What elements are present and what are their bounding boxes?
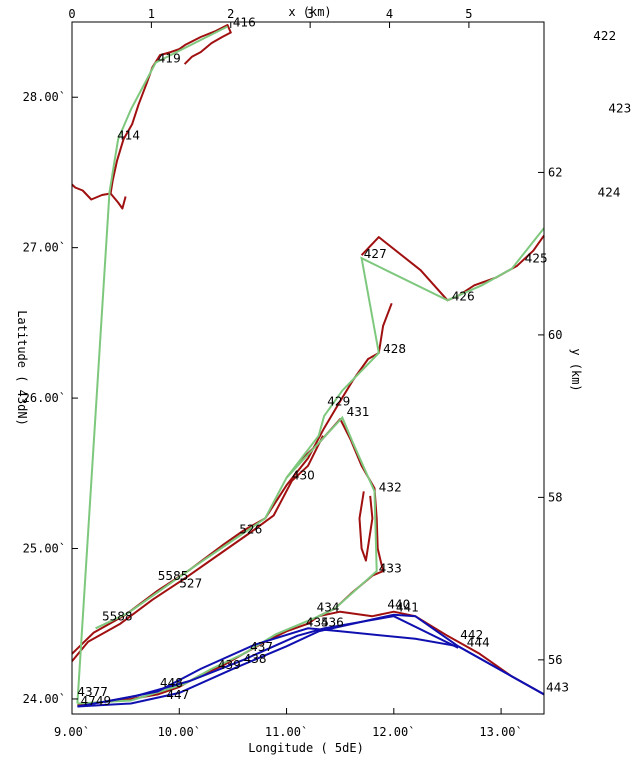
station-label-436: 436 [321, 616, 344, 630]
station-label-5585: 5585 [158, 569, 189, 583]
y-axis-label: Latitude ( 43dN) [15, 310, 29, 426]
station-label-526: 526 [239, 523, 262, 537]
station-label-430: 430 [292, 468, 315, 482]
track-line-1 [95, 227, 545, 630]
station-label-437: 437 [250, 640, 273, 654]
bottom-tick-label: 10.00` [158, 725, 201, 739]
bottom-tick-label: 12.00` [372, 725, 415, 739]
station-label-4377: 4377 [77, 685, 108, 699]
top-tick-label: 4 [386, 7, 393, 21]
station-label-428: 428 [383, 342, 406, 356]
right-axis-label: y (km) [569, 348, 583, 391]
station-label-527: 527 [179, 577, 202, 591]
station-label-422: 422 [593, 29, 616, 43]
coastline-segment-2 [360, 235, 545, 302]
top-tick-label: 0 [68, 7, 75, 21]
station-label-440: 440 [387, 598, 410, 612]
left-tick-label: 27.00` [23, 241, 66, 255]
track-layer [76, 25, 545, 708]
station-label-432: 432 [379, 480, 402, 494]
track-line-4 [77, 615, 459, 708]
track-line-5 [104, 627, 545, 703]
right-tick-label: 56 [548, 653, 562, 667]
station-label-441: 441 [396, 601, 419, 615]
coastline-segment-0 [71, 183, 127, 210]
station-label-447: 447 [166, 688, 189, 702]
station-label-429: 429 [327, 395, 350, 409]
left-tick-label: 28.00` [23, 90, 66, 104]
coastline-segment-4 [71, 435, 324, 662]
axis-layer: 9.00` 10.00` 11.00` 12.00` 13.00` 24.00` 25.00… [23, 7, 563, 739]
left-tick-label: 26.00` [23, 391, 66, 405]
station-label-433: 433 [379, 562, 402, 576]
station-label-419: 419 [158, 52, 181, 66]
bottom-tick-label: 9.00` [54, 725, 90, 739]
plot-frame [71, 21, 545, 715]
station-label-426: 426 [452, 289, 475, 303]
station-label-4749: 4749 [81, 694, 112, 708]
coastline-segment-1 [109, 24, 232, 194]
station-label-5588: 5588 [102, 610, 133, 624]
bottom-tick-label: 11.00` [265, 725, 308, 739]
station-label-423: 423 [608, 101, 631, 115]
top-tick-label: 1 [148, 7, 155, 21]
station-label-425: 425 [525, 252, 548, 266]
top-axis-label: x (km) [288, 5, 331, 19]
track-line-2 [77, 415, 378, 705]
station-label-424: 424 [598, 186, 621, 200]
station-label-438: 438 [244, 652, 267, 666]
station-label-431: 431 [347, 405, 370, 419]
track-line-3 [77, 613, 545, 708]
bottom-tick-label: 13.00` [479, 725, 522, 739]
coastline-segment-7 [358, 491, 374, 562]
station-label-442: 442 [460, 628, 483, 642]
right-tick-label: 58 [548, 490, 562, 504]
track-line-0 [76, 25, 228, 704]
x-axis-label: Longitude ( 5dE) [248, 741, 364, 755]
station-label-439: 439 [218, 658, 241, 672]
top-tick-label: 2 [227, 7, 234, 21]
top-tick-label: 5 [465, 7, 472, 21]
station-label-448: 448 [160, 676, 183, 690]
left-tick-label: 25.00` [23, 542, 66, 556]
right-tick-label: 60 [548, 328, 562, 342]
station-label-444: 444 [467, 635, 490, 649]
station-label-435: 435 [306, 616, 329, 630]
station-label-434: 434 [317, 601, 340, 615]
station-label-427: 427 [364, 247, 387, 261]
station-label-443: 443 [546, 680, 569, 694]
right-tick-label: 62 [548, 165, 562, 179]
station-label-414: 414 [117, 128, 140, 142]
top-tick-label: 3 [307, 7, 314, 21]
left-tick-label: 24.00` [23, 692, 66, 706]
